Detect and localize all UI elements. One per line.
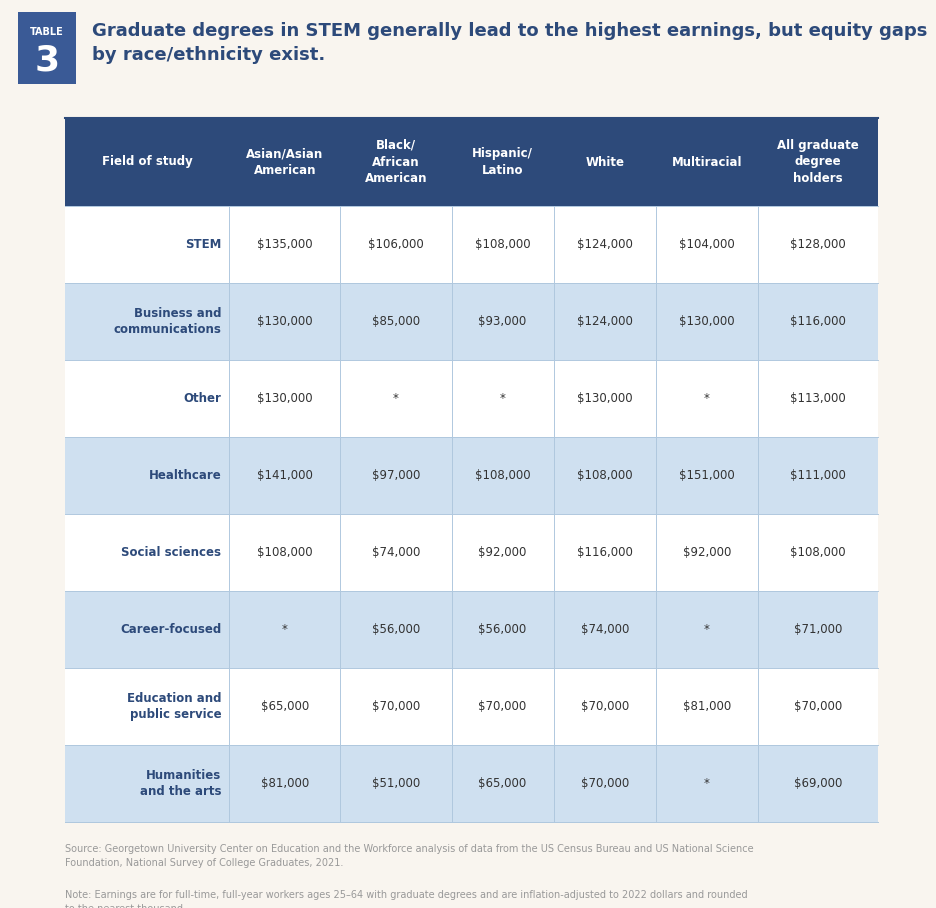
Text: $65,000: $65,000: [261, 700, 309, 713]
Text: $141,000: $141,000: [257, 469, 313, 482]
Text: *: *: [393, 392, 399, 405]
Bar: [65, 118, 878, 206]
Text: $130,000: $130,000: [257, 315, 313, 328]
Text: Graduate degrees in STEM generally lead to the highest earnings, but equity gaps: Graduate degrees in STEM generally lead …: [92, 22, 928, 64]
Text: $70,000: $70,000: [794, 700, 842, 713]
Text: $92,000: $92,000: [682, 546, 731, 559]
Text: $108,000: $108,000: [257, 546, 313, 559]
Text: $70,000: $70,000: [580, 777, 629, 790]
Text: $116,000: $116,000: [790, 315, 846, 328]
Text: Asian/Asian
American: Asian/Asian American: [246, 147, 324, 177]
Text: $70,000: $70,000: [372, 700, 420, 713]
Text: $56,000: $56,000: [478, 623, 527, 636]
Bar: [65, 437, 878, 514]
Text: $81,000: $81,000: [261, 777, 309, 790]
Text: *: *: [704, 392, 709, 405]
Text: $135,000: $135,000: [257, 238, 313, 251]
Text: Healthcare: Healthcare: [149, 469, 222, 482]
Bar: [65, 668, 878, 745]
Text: TABLE: TABLE: [30, 27, 64, 37]
Text: $92,000: $92,000: [478, 546, 527, 559]
Text: $130,000: $130,000: [257, 392, 313, 405]
Text: $108,000: $108,000: [475, 469, 531, 482]
Text: $108,000: $108,000: [475, 238, 531, 251]
Text: Career-focused: Career-focused: [120, 623, 222, 636]
Bar: [18, 12, 76, 84]
Text: $65,000: $65,000: [478, 777, 527, 790]
Text: *: *: [500, 392, 505, 405]
Bar: [65, 206, 878, 283]
Bar: [65, 514, 878, 591]
Text: $104,000: $104,000: [680, 238, 735, 251]
Text: Note: Earnings are for full-time, full-year workers ages 25–64 with graduate deg: Note: Earnings are for full-time, full-y…: [65, 890, 748, 908]
Text: $130,000: $130,000: [680, 315, 735, 328]
Text: $108,000: $108,000: [577, 469, 633, 482]
Text: Black/
African
American: Black/ African American: [365, 139, 427, 185]
Text: $51,000: $51,000: [372, 777, 420, 790]
Text: $74,000: $74,000: [372, 546, 420, 559]
Text: $128,000: $128,000: [790, 238, 846, 251]
Text: Hispanic/
Latino: Hispanic/ Latino: [472, 147, 533, 177]
Text: $108,000: $108,000: [790, 546, 846, 559]
Text: $81,000: $81,000: [683, 700, 731, 713]
Text: $74,000: $74,000: [580, 623, 629, 636]
Text: $106,000: $106,000: [368, 238, 424, 251]
Text: $113,000: $113,000: [790, 392, 846, 405]
Text: $151,000: $151,000: [680, 469, 735, 482]
Text: $69,000: $69,000: [794, 777, 842, 790]
Text: $124,000: $124,000: [577, 238, 633, 251]
Text: $85,000: $85,000: [372, 315, 420, 328]
Text: $93,000: $93,000: [478, 315, 527, 328]
Text: Source: Georgetown University Center on Education and the Workforce analysis of : Source: Georgetown University Center on …: [65, 844, 753, 868]
Text: *: *: [704, 623, 709, 636]
Text: *: *: [704, 777, 709, 790]
Text: $71,000: $71,000: [794, 623, 842, 636]
Text: $56,000: $56,000: [372, 623, 420, 636]
Text: $116,000: $116,000: [577, 546, 633, 559]
Bar: [65, 360, 878, 437]
Text: $130,000: $130,000: [577, 392, 633, 405]
Bar: [65, 283, 878, 360]
Text: *: *: [282, 623, 288, 636]
Text: Other: Other: [183, 392, 222, 405]
Text: Multiracial: Multiracial: [672, 155, 742, 169]
Text: STEM: STEM: [185, 238, 222, 251]
Bar: [65, 591, 878, 668]
Text: Education and
public service: Education and public service: [127, 692, 222, 721]
Text: $70,000: $70,000: [580, 700, 629, 713]
Text: Field of study: Field of study: [102, 155, 193, 169]
Text: Social sciences: Social sciences: [122, 546, 222, 559]
Text: $70,000: $70,000: [478, 700, 527, 713]
Text: Business and
communications: Business and communications: [113, 307, 222, 336]
Text: Humanities
and the arts: Humanities and the arts: [139, 769, 222, 798]
Text: White: White: [585, 155, 624, 169]
Text: $111,000: $111,000: [790, 469, 846, 482]
Text: 3: 3: [35, 44, 60, 78]
Text: $124,000: $124,000: [577, 315, 633, 328]
Text: All graduate
degree
holders: All graduate degree holders: [777, 139, 859, 185]
Text: $97,000: $97,000: [372, 469, 420, 482]
Bar: [65, 745, 878, 822]
